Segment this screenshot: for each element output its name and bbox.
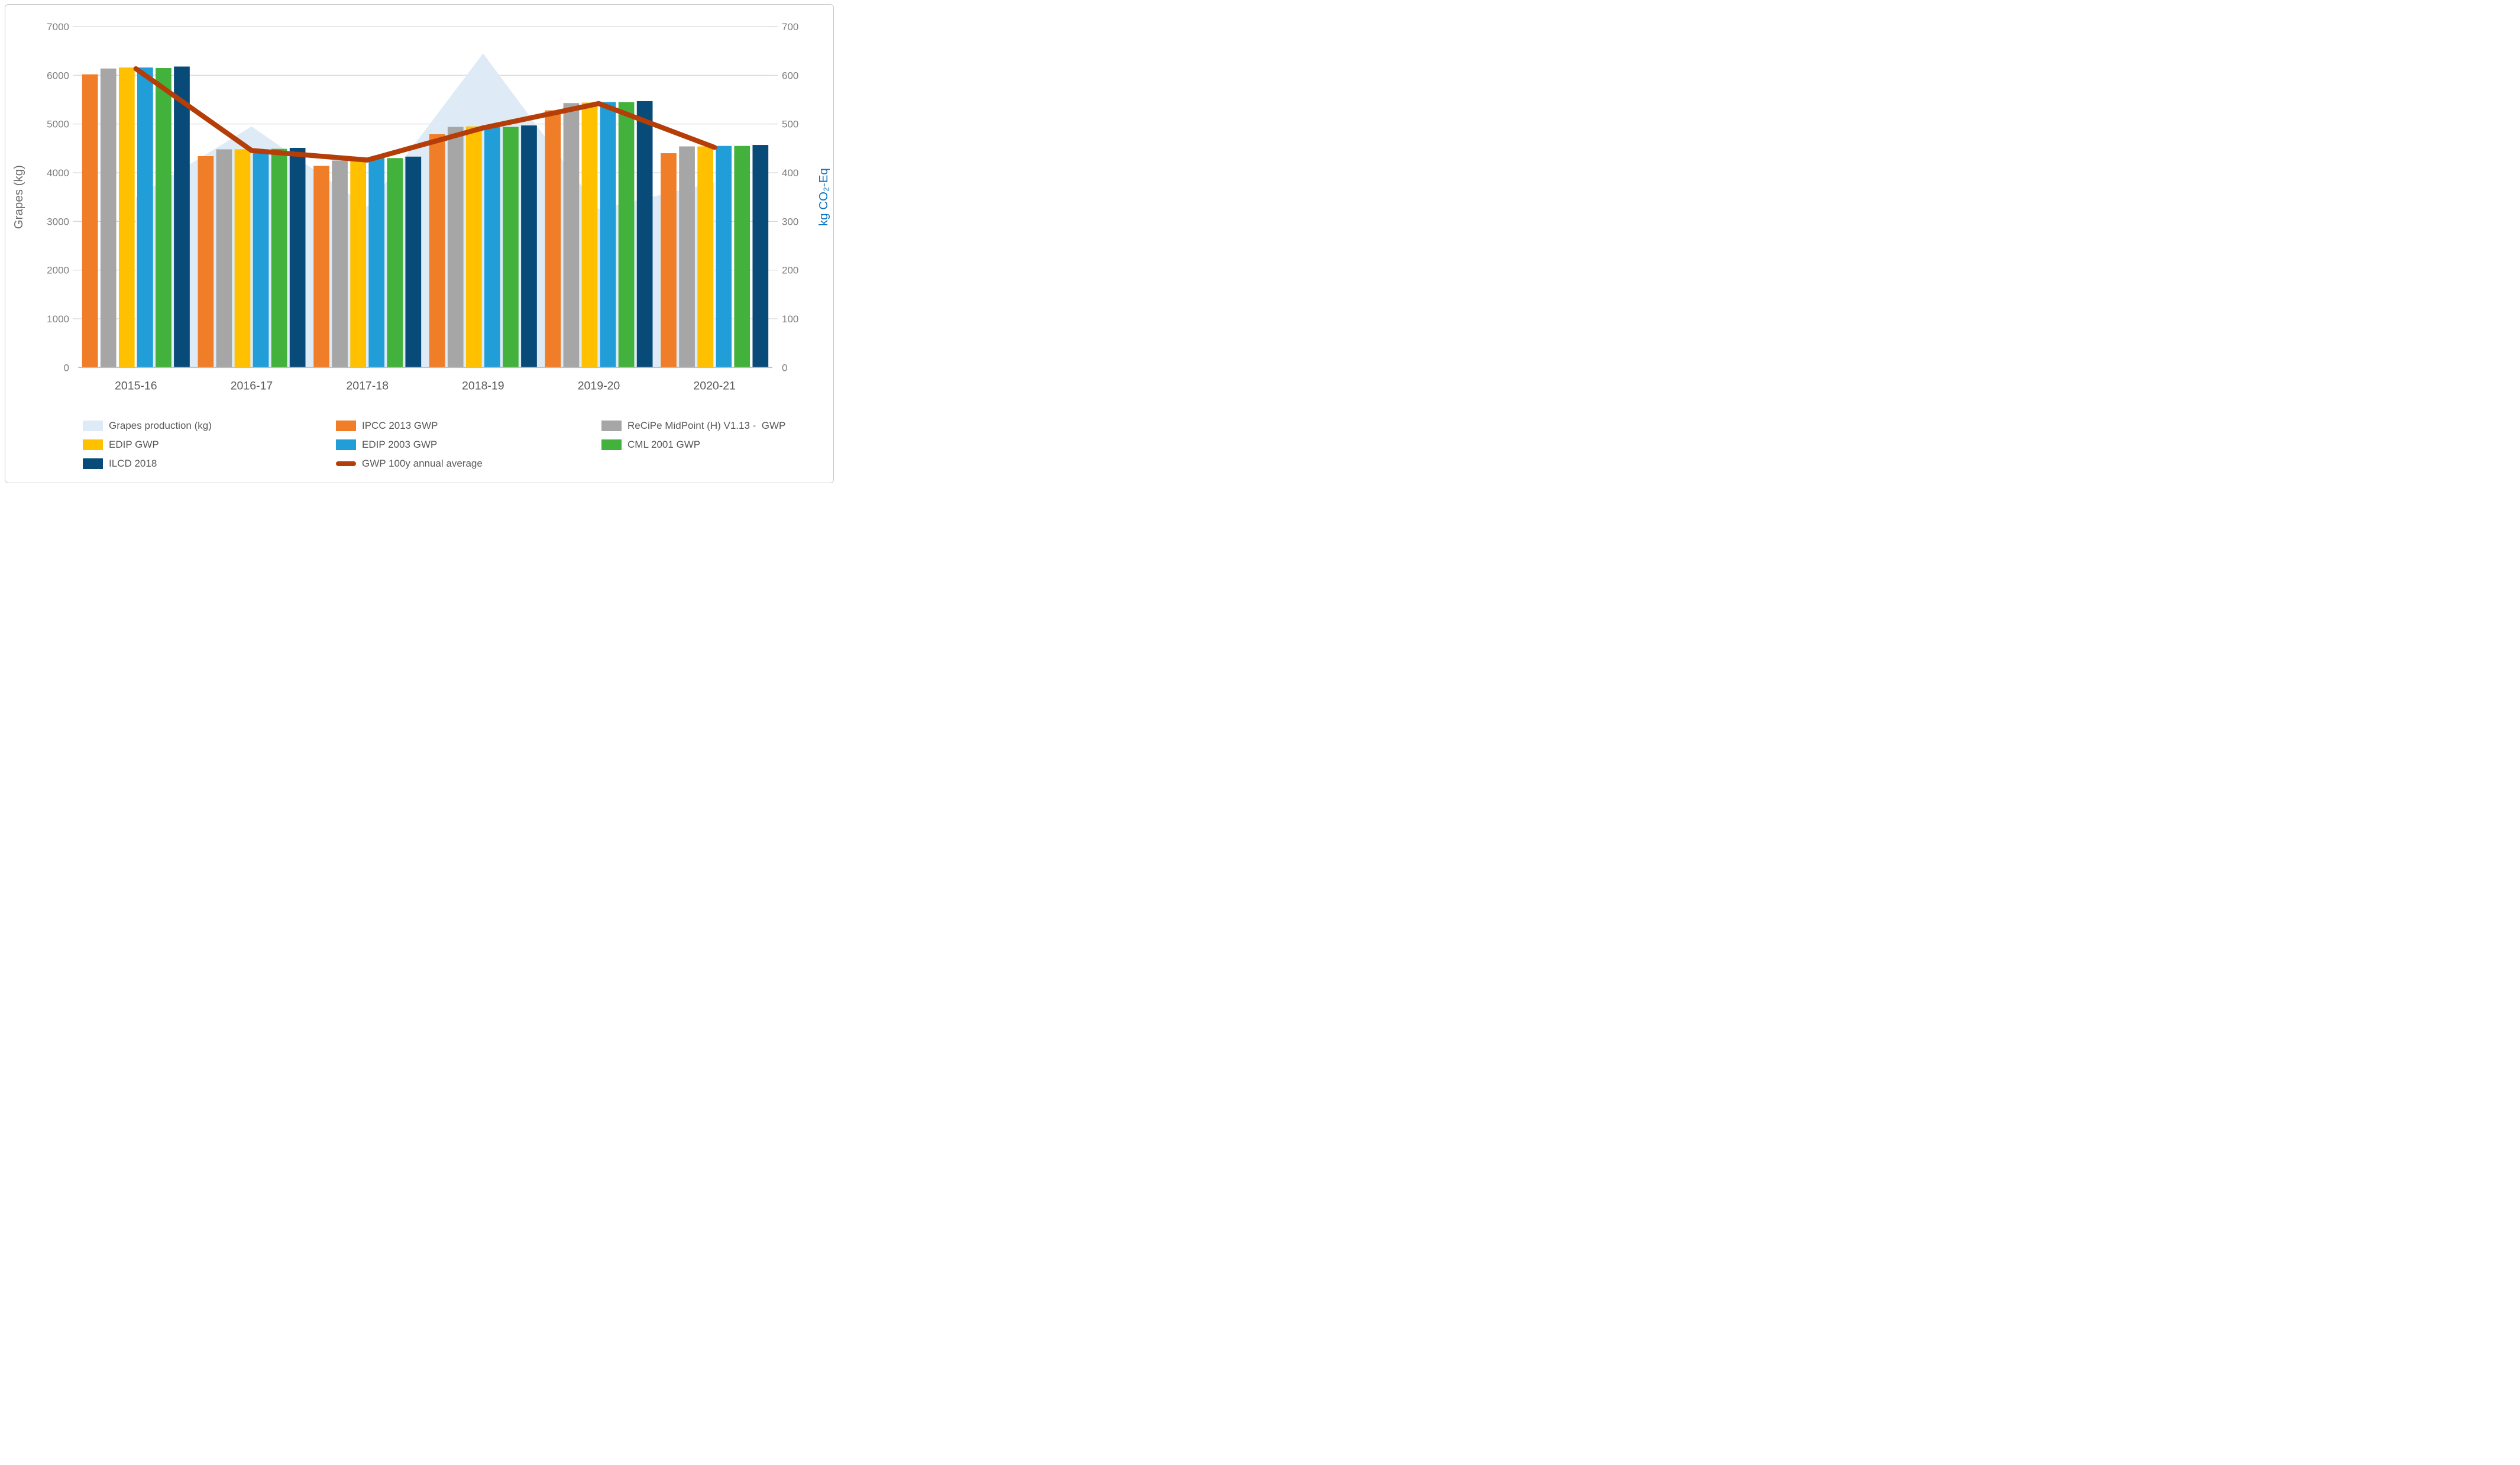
left-axis-title: Grapes (kg) xyxy=(12,165,25,229)
chart-legend: Grapes production (kg) IPCC 2013 GWP ReCiP… xyxy=(83,420,785,469)
right-axis-tick-label: 100 xyxy=(782,313,798,325)
series-ipcc xyxy=(82,74,677,368)
bar-edip2003-2015-16 xyxy=(137,67,153,368)
bar-cml-2018-19 xyxy=(503,127,519,368)
bar-swatch-icon xyxy=(601,439,622,450)
series-ilcd xyxy=(174,66,769,368)
x-axis-label-2016-17: 2016-17 xyxy=(231,379,273,392)
legend-label: GWP 100y annual average xyxy=(362,458,483,469)
bar-recipe-2015-16 xyxy=(100,68,117,368)
legend-label: ReCiPe MidPoint (H) V1.13 - GWP xyxy=(627,420,786,431)
legend-item-2: ReCiPe MidPoint (H) V1.13 - GWP xyxy=(601,420,785,431)
legend-item-0: Grapes production (kg) xyxy=(83,420,336,431)
bar-recipe-2017-18 xyxy=(332,160,348,368)
bar-edip2003-2019-20 xyxy=(600,102,616,368)
legend-label: Grapes production (kg) xyxy=(109,420,212,431)
bar-ilcd-2020-21 xyxy=(752,145,769,368)
combo-chart: 0 0 1000 100 2000 200 3000 300 4000 400 5000 500 600… xyxy=(12,21,830,392)
left-axis-tick-label: 0 xyxy=(64,362,69,373)
bar-swatch-icon xyxy=(601,420,622,431)
right-axis-tick-label: 300 xyxy=(782,216,798,227)
bar-edip2003-2020-21 xyxy=(716,145,732,368)
gwp-average-line xyxy=(133,66,717,163)
right-axis-tick-label: 500 xyxy=(782,119,798,130)
right-axis-tick-label: 600 xyxy=(782,70,798,81)
bar-edip-2016-17 xyxy=(234,149,251,368)
left-axis-tick-label: 1000 xyxy=(47,313,69,325)
left-axis-tick-label: 3000 xyxy=(47,216,69,227)
line-swatch-icon xyxy=(336,461,356,466)
right-axis-tick-label: 200 xyxy=(782,265,798,276)
axis-labels: 0 0 1000 100 2000 200 3000 300 4000 400 5000 500 600… xyxy=(47,21,798,392)
legend-label: CML 2001 GWP xyxy=(627,439,701,450)
x-axis-label-2020-21: 2020-21 xyxy=(693,379,736,392)
legend-label: ILCD 2018 xyxy=(109,458,157,469)
bar-edip2003-2016-17 xyxy=(253,151,269,368)
legend-label: EDIP 2003 GWP xyxy=(362,439,438,450)
bar-ilcd-2018-19 xyxy=(521,125,537,368)
bar-groups xyxy=(82,66,769,368)
legend-label: IPCC 2013 GWP xyxy=(362,420,438,431)
legend-item-5: CML 2001 GWP xyxy=(601,439,785,450)
series-edip2003 xyxy=(137,67,732,368)
bar-edip2003-2017-18 xyxy=(368,157,385,368)
bar-ipcc-2020-21 xyxy=(661,153,677,368)
bar-edip-2017-18 xyxy=(350,161,366,368)
bar-swatch-icon xyxy=(83,439,103,450)
legend-item-7: GWP 100y annual average xyxy=(336,458,601,469)
bar-recipe-2019-20 xyxy=(563,103,580,368)
bar-cml-2019-20 xyxy=(618,102,635,368)
bar-ilcd-2019-20 xyxy=(636,101,653,368)
legend-item-4: EDIP 2003 GWP xyxy=(336,439,601,450)
left-axis-tick-label: 4000 xyxy=(47,167,69,179)
legend-item-1: IPCC 2013 GWP xyxy=(336,420,601,431)
bar-edip-2015-16 xyxy=(118,67,135,368)
bar-ipcc-2019-20 xyxy=(545,110,561,368)
series-cml xyxy=(156,67,750,368)
bar-ipcc-2015-16 xyxy=(82,74,98,368)
bar-ilcd-2015-16 xyxy=(174,66,190,368)
bar-ipcc-2016-17 xyxy=(198,156,214,368)
x-axis-label-2018-19: 2018-19 xyxy=(462,379,504,392)
bar-ilcd-2016-17 xyxy=(289,147,306,368)
bar-swatch-icon xyxy=(336,439,356,450)
right-axis-title: kg CO₂-Eq xyxy=(817,168,830,226)
x-axis-label-2015-16: 2015-16 xyxy=(115,379,157,392)
series-edip xyxy=(118,67,713,368)
bar-recipe-2018-19 xyxy=(447,127,464,368)
bar-edip-2018-19 xyxy=(465,126,482,368)
left-axis-tick-label: 7000 xyxy=(47,21,69,33)
bar-cml-2015-16 xyxy=(156,67,172,368)
bar-ipcc-2017-18 xyxy=(313,166,329,368)
bar-edip2003-2018-19 xyxy=(484,127,500,368)
bar-edip-2020-21 xyxy=(697,146,713,368)
bar-ipcc-2018-19 xyxy=(429,134,445,368)
legend-item-3: EDIP GWP xyxy=(83,439,336,450)
legend-item-6: ILCD 2018 xyxy=(83,458,336,469)
bar-swatch-icon xyxy=(83,458,103,469)
bar-edip-2019-20 xyxy=(581,102,598,368)
series-recipe xyxy=(100,68,695,368)
legend-label: EDIP GWP xyxy=(109,439,159,450)
right-axis-tick-label: 700 xyxy=(782,21,798,33)
right-axis-tick-label: 0 xyxy=(782,362,787,373)
chart-figure: 0 0 1000 100 2000 200 3000 300 4000 400 5000 500 600… xyxy=(0,0,840,489)
bar-cml-2016-17 xyxy=(271,148,287,368)
bar-ilcd-2017-18 xyxy=(405,156,422,368)
left-axis-tick-label: 6000 xyxy=(47,70,69,81)
x-axis-label-2019-20: 2019-20 xyxy=(578,379,620,392)
right-axis-tick-label: 400 xyxy=(782,167,798,179)
area-swatch-icon xyxy=(83,420,103,431)
bar-recipe-2016-17 xyxy=(216,149,232,368)
bar-cml-2020-21 xyxy=(734,145,750,368)
bar-recipe-2020-21 xyxy=(679,146,695,368)
bar-swatch-icon xyxy=(336,420,356,431)
left-axis-tick-label: 2000 xyxy=(47,265,69,276)
x-axis-label-2017-18: 2017-18 xyxy=(346,379,389,392)
bar-cml-2017-18 xyxy=(387,158,403,368)
left-axis-tick-label: 5000 xyxy=(47,119,69,130)
